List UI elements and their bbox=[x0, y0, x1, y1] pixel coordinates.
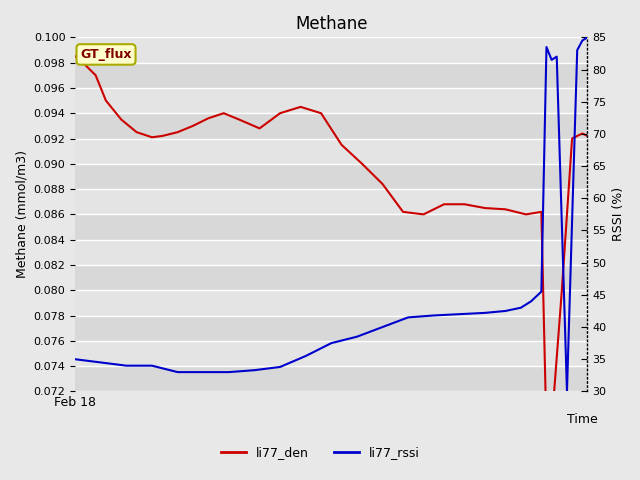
Bar bbox=[75, 189, 588, 215]
Bar bbox=[75, 37, 588, 62]
Bar bbox=[75, 366, 588, 391]
Y-axis label: Methane (mmol/m3): Methane (mmol/m3) bbox=[15, 150, 28, 278]
Bar bbox=[75, 62, 588, 88]
Bar bbox=[75, 88, 588, 113]
Title: Methane: Methane bbox=[295, 15, 367, 33]
Bar bbox=[75, 290, 588, 315]
Bar bbox=[75, 341, 588, 366]
Y-axis label: RSSI (%): RSSI (%) bbox=[612, 187, 625, 241]
Bar bbox=[75, 315, 588, 341]
Bar bbox=[75, 164, 588, 189]
Bar bbox=[75, 215, 588, 240]
Bar bbox=[75, 240, 588, 265]
Text: Time: Time bbox=[567, 413, 598, 426]
Bar bbox=[75, 139, 588, 164]
Bar bbox=[75, 265, 588, 290]
Legend: li77_den, li77_rssi: li77_den, li77_rssi bbox=[216, 441, 424, 464]
Bar bbox=[75, 113, 588, 139]
Text: GT_flux: GT_flux bbox=[80, 48, 132, 61]
